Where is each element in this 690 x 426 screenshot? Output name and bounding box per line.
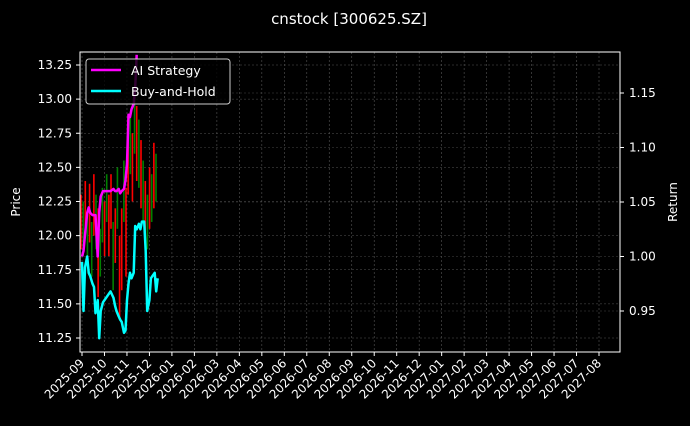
buy-and-hold-line: [80, 220, 159, 340]
left-y-axis: 11.25 11.50 11.75 12.00 12.25 12.50 12.75 13.00…: [38, 58, 80, 345]
y-tick-label: 11.25: [38, 331, 72, 345]
y2-tick-label: 1.05: [629, 195, 656, 209]
y2-axis-label: Return: [666, 182, 680, 222]
series-lines: [80, 54, 159, 340]
y-tick-label: 13.00: [38, 92, 72, 106]
y2-tick-label: 0.95: [629, 304, 656, 318]
legend-box: [85, 58, 231, 105]
y-tick-label: 12.25: [38, 195, 72, 209]
legend-label-buy-and-hold: Buy-and-Hold: [131, 84, 216, 99]
y-tick-label: 12.00: [38, 229, 72, 243]
y-tick-label: 11.75: [38, 263, 72, 277]
y-tick-label: 13.25: [38, 58, 72, 72]
y-tick-label: 11.50: [38, 297, 72, 311]
right-y-axis: 0.95 1.00 1.05 1.10 1.15: [620, 86, 656, 318]
legend: AI Strategy Buy-and-Hold: [85, 58, 231, 105]
y2-tick-label: 1.10: [629, 141, 656, 155]
y-tick-label: 12.50: [38, 160, 72, 174]
y2-tick-label: 1.00: [629, 250, 656, 264]
grid-lines: [80, 52, 620, 352]
x-axis: 2025-092025-102025-112025-122026-012026-…: [42, 352, 604, 402]
y-axis-label: Price: [9, 187, 23, 216]
legend-label-ai-strategy: AI Strategy: [131, 63, 201, 78]
ai-strategy-line: [80, 54, 138, 258]
y-tick-label: 12.75: [38, 126, 72, 140]
chart-title: cnstock [300625.SZ]: [271, 10, 427, 28]
y2-tick-label: 1.15: [629, 86, 656, 100]
